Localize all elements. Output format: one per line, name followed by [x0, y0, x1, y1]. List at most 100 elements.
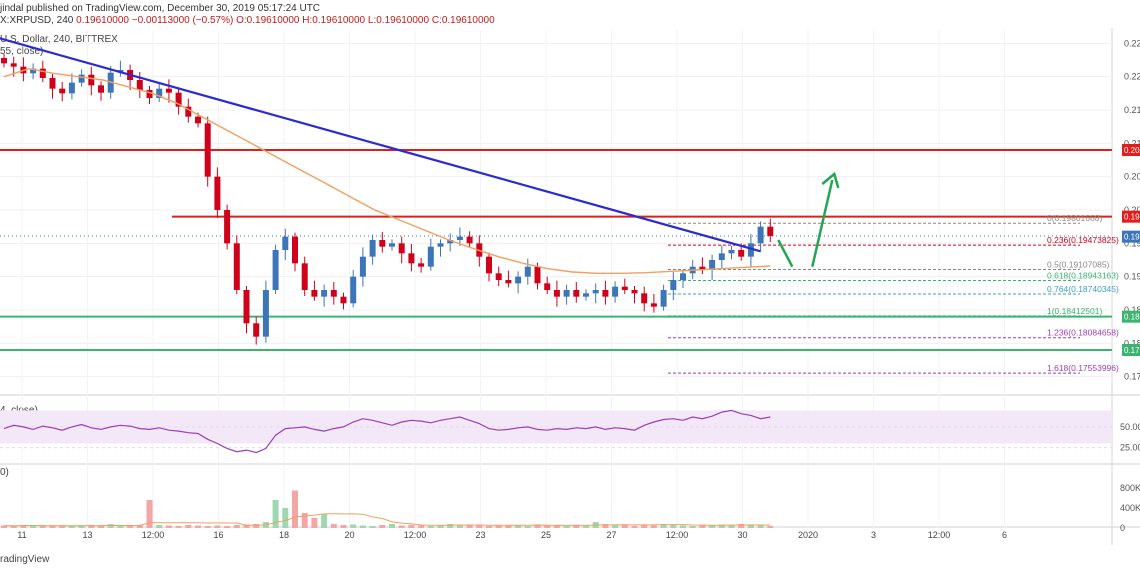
candle-body	[49, 78, 56, 89]
time-tick-label: 12:00	[666, 530, 689, 540]
rsi-tick-label: 25.00	[1120, 443, 1140, 453]
volume-bar	[321, 514, 328, 528]
volume-bar	[660, 524, 667, 528]
volume-bar	[165, 525, 172, 528]
volume-bar	[98, 525, 104, 528]
volume-bar	[583, 525, 589, 528]
volume-bar	[573, 525, 580, 528]
level-tag	[1122, 210, 1140, 223]
volume-bar	[689, 526, 696, 528]
volume-bar	[505, 525, 512, 528]
candle-body	[1, 58, 7, 64]
candle-body	[757, 226, 764, 244]
published-line: published on TradingView.com, December 3…	[26, 3, 321, 14]
candle-body	[583, 293, 589, 297]
footer-brand: radingView	[0, 554, 50, 565]
candle-body	[660, 290, 667, 307]
candle-body	[553, 290, 560, 297]
volume-bar	[39, 526, 46, 528]
volume-bar	[553, 525, 560, 528]
current-price-tag	[1122, 230, 1140, 243]
volume-bar	[515, 525, 522, 528]
volume-bar	[311, 518, 318, 528]
candle-body	[175, 92, 182, 107]
candle-body	[311, 290, 318, 297]
price-tick-label: 0.190	[1124, 272, 1140, 282]
candle-body	[262, 290, 269, 337]
candle-body	[418, 263, 425, 267]
volume-bar	[476, 525, 483, 528]
volume-bar	[30, 525, 37, 528]
volume-bar	[185, 525, 192, 528]
volume-bar	[631, 526, 638, 528]
volume-bar	[709, 525, 716, 528]
price-tick-label: 0.205	[1124, 172, 1140, 182]
volume-bar	[738, 524, 745, 528]
volume-bar	[146, 500, 153, 528]
candle-body	[709, 260, 716, 270]
author[interactable]: jindal	[0, 3, 24, 14]
candle-body	[747, 243, 754, 257]
volume-bar	[10, 526, 17, 528]
candle-body	[612, 286, 619, 297]
candle-body	[233, 243, 240, 290]
candle-body	[292, 236, 298, 264]
volume-bar	[641, 525, 648, 528]
candle-body	[59, 88, 66, 94]
candle-body	[534, 266, 541, 284]
volume-bar	[272, 500, 279, 528]
volume-bar	[1, 525, 7, 528]
time-tick-label: 12:00	[404, 530, 427, 540]
time-tick-label: 20	[344, 530, 354, 540]
volume-bar	[127, 525, 134, 528]
volume-bar	[224, 526, 231, 528]
volume-bar	[486, 526, 492, 528]
trendline	[0, 37, 761, 253]
volume-bar	[282, 508, 289, 528]
volume-bar	[670, 525, 677, 528]
volume-bar	[757, 525, 764, 528]
candle-body	[321, 290, 328, 297]
volume-bar	[718, 524, 725, 528]
volume-bar	[427, 526, 434, 528]
fib-level-label: 0.236(0.19473825)	[1047, 235, 1119, 245]
ohlc-readout: 0.19610000 −0.00113000 (−0.57%) O:0.1961…	[76, 15, 495, 26]
candle-body	[369, 240, 376, 257]
volume-bar	[253, 524, 260, 528]
volume-bar	[563, 526, 570, 528]
time-tick-label: 13	[82, 530, 92, 540]
volume-bar	[175, 526, 182, 528]
candle-body	[767, 226, 774, 236]
volume-bar	[136, 525, 143, 528]
level-tag-label: 0.209	[1124, 146, 1140, 155]
candle-body	[544, 283, 551, 290]
candle-body	[39, 68, 46, 78]
candle-body	[718, 253, 725, 260]
price-tick-label: 0.210	[1124, 138, 1140, 148]
candle-body	[185, 106, 192, 117]
volume-bar	[330, 524, 337, 528]
volume-bar	[437, 525, 444, 528]
candle-body	[68, 82, 75, 94]
volume-bar	[195, 525, 201, 528]
candle-body	[301, 263, 308, 290]
time-tick-label: 16	[213, 530, 223, 540]
level-tag	[1122, 310, 1140, 323]
rsi-band	[0, 410, 1112, 444]
candle-body	[456, 236, 463, 240]
volume-bar	[49, 525, 56, 528]
time-tick-label: 25	[541, 530, 551, 540]
fib-level-label: 0.618(0.18943163)	[1047, 270, 1119, 280]
projection-arrow-down	[777, 239, 794, 268]
time-tick-label: 11	[17, 530, 26, 540]
volume-bar	[447, 524, 454, 528]
volume-bar	[243, 524, 250, 528]
candle-body	[621, 286, 628, 290]
candle-body	[350, 276, 357, 304]
level-tag-label: 0.196	[1124, 233, 1140, 242]
fib-level-label: 0.764(0.18740345)	[1047, 284, 1119, 294]
volume-bar	[59, 525, 66, 528]
moving-average-line	[3, 67, 771, 274]
time-tick-label: 27	[606, 530, 616, 540]
